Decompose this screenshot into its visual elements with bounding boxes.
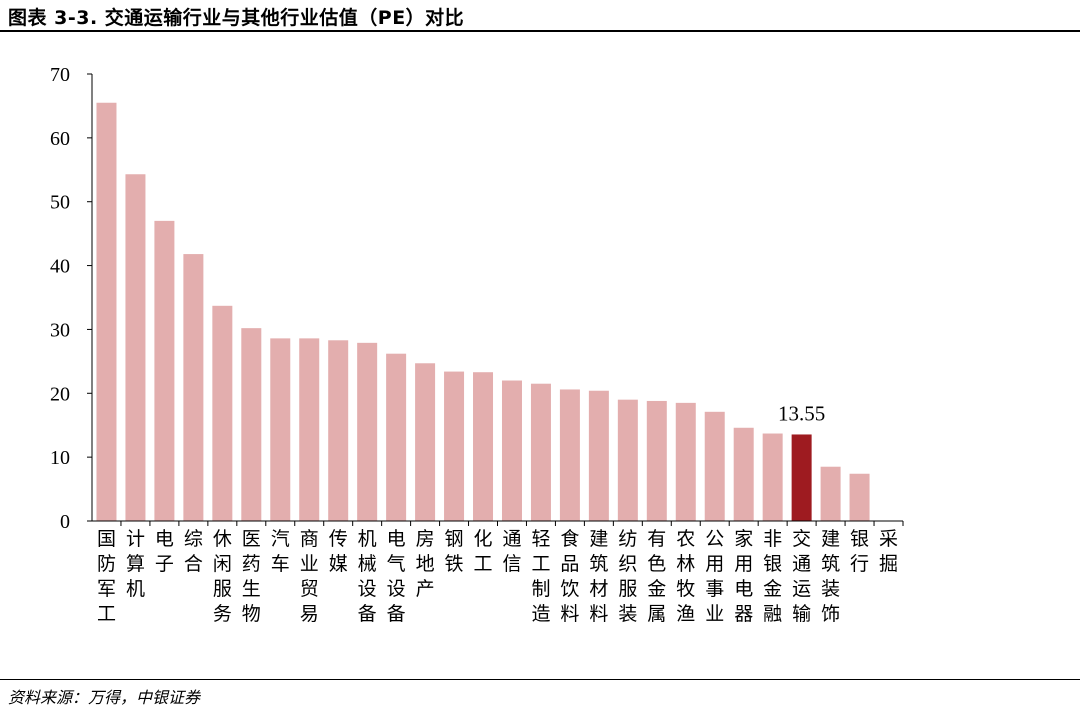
- x-tick-label: 家用电器: [734, 528, 753, 625]
- bar-3: [183, 254, 204, 521]
- x-axis: 国防军工计算机电子综合休闲服务医药生物汽车商业贸易传媒机械设备电气设备房地产钢铁…: [92, 520, 904, 625]
- title-bar: 图表 3-3. 交通运输行业与其他行业估值（PE）对比: [0, 0, 1080, 30]
- bar-25: [820, 466, 841, 521]
- x-tick-label: 房地产: [416, 528, 435, 600]
- y-tick-label: 10: [50, 447, 70, 469]
- bar-21: [704, 411, 725, 521]
- y-tick-label: 50: [50, 192, 70, 214]
- x-tick-label: 商业贸易: [300, 528, 319, 625]
- x-tick-label: 公用事业: [705, 528, 724, 625]
- x-tick-label: 交通运输: [792, 528, 811, 625]
- x-tick-label: 轻工制造: [531, 528, 550, 625]
- x-tick-label: 非银金融: [763, 528, 782, 625]
- top-rule: [0, 30, 1080, 32]
- value-label: 13.55: [778, 401, 825, 425]
- bar-13: [473, 372, 494, 521]
- x-tick-label: 采掘: [879, 528, 898, 575]
- bar-15: [530, 383, 551, 521]
- annotations: 13.55: [778, 401, 825, 425]
- bar-18: [617, 399, 638, 521]
- bar-chart: 0 10 20 30 40 50 60 70 国防军工计算机电子综合休闲服务医药生物汽车商业贸…: [50, 64, 904, 625]
- x-tick-label: 传媒: [329, 528, 348, 575]
- bar-1: [125, 174, 146, 521]
- bar-24: [791, 434, 812, 521]
- x-tick-label: 银行: [850, 528, 869, 575]
- bar-5: [241, 328, 262, 521]
- x-tick-label: 计算机: [126, 528, 145, 600]
- bar-16: [559, 389, 580, 521]
- y-tick-label: 40: [50, 256, 70, 278]
- x-tick-label: 化工: [474, 528, 493, 575]
- y-tick-label: 70: [50, 64, 70, 86]
- x-tick-label: 农林牧渔: [676, 528, 695, 625]
- y-tick-label: 0: [60, 511, 70, 533]
- bar-19: [646, 400, 667, 521]
- bar-0: [96, 102, 117, 521]
- x-tick-label: 电气设备: [387, 528, 406, 625]
- bar-4: [212, 305, 233, 521]
- figure-title: 图表 3-3. 交通运输行业与其他行业估值（PE）对比: [8, 7, 465, 29]
- bar-9: [357, 342, 378, 521]
- bar-11: [415, 363, 436, 521]
- bar-12: [444, 371, 465, 521]
- x-tick-label: 钢铁: [445, 528, 464, 575]
- x-tick-label: 电子: [155, 528, 174, 575]
- y-tick-label: 30: [50, 319, 70, 341]
- bars: [96, 102, 870, 521]
- x-tick-label: 通信: [502, 528, 521, 575]
- bar-26: [849, 473, 870, 521]
- bar-17: [588, 390, 609, 521]
- bar-23: [762, 433, 783, 521]
- bar-14: [501, 380, 522, 521]
- bottom-rule: [0, 679, 1080, 680]
- x-tick-label: 建筑材料: [589, 528, 608, 625]
- x-tick-label: 有色金属: [647, 528, 666, 625]
- y-tick-label: 20: [50, 383, 70, 405]
- x-tick-label: 纺织服装: [618, 528, 637, 625]
- bar-22: [733, 427, 754, 521]
- x-tick-label: 食品饮料: [560, 528, 579, 625]
- x-tick-label: 汽车: [271, 528, 290, 575]
- x-tick-label: 建筑装饰: [821, 528, 840, 625]
- x-tick-label: 休闲服务: [213, 528, 232, 625]
- y-tick-label: 60: [50, 128, 70, 150]
- bar-8: [328, 340, 349, 521]
- y-axis: 0 10 20 30 40 50 60 70: [50, 64, 93, 533]
- source-note: 资料来源：万得，中银证券: [8, 688, 201, 707]
- bar-2: [154, 220, 175, 521]
- x-tick-label: 机械设备: [358, 528, 377, 625]
- bar-7: [299, 338, 320, 521]
- bar-20: [675, 402, 696, 521]
- x-tick-label: 医药生物: [242, 528, 261, 625]
- x-tick-label: 综合: [184, 528, 203, 575]
- bar-10: [386, 353, 407, 521]
- x-tick-label: 国防军工: [97, 528, 116, 625]
- bar-6: [270, 338, 291, 521]
